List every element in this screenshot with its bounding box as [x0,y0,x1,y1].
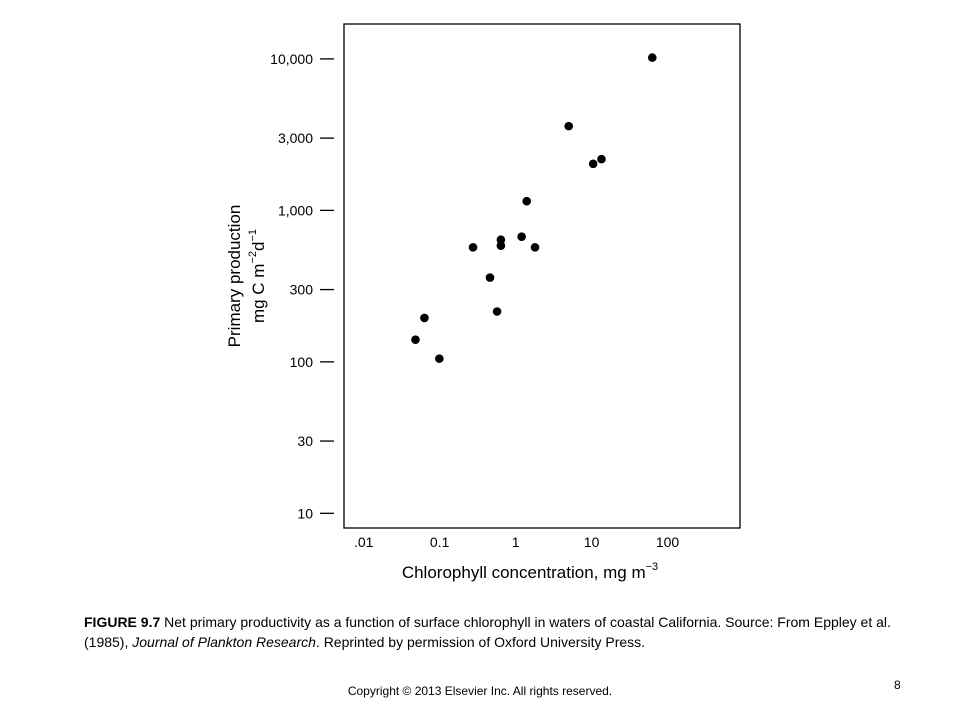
y-tick-label: 1,000 [278,202,313,218]
data-point [468,243,478,252]
x-tick-label: 100 [656,534,680,550]
data-point [420,313,429,323]
data-points [411,53,657,363]
data-point [647,53,657,62]
y-axis-label-line1: Primary production [225,205,244,348]
y-tick-label: 3,000 [278,130,313,146]
caption-journal: Journal of Plankton Research [132,634,316,650]
page-number: 8 [894,678,901,692]
data-point [496,235,506,245]
caption-text: Net primary productivity as a function o… [84,614,891,650]
y-tick-label: 10,000 [270,51,313,67]
data-point [522,196,532,206]
x-axis-label: Chlorophyll concentration, mg m−3 [402,561,658,582]
y-tick-label: 10 [297,505,313,521]
y-axis-label-line2: mg C m−2d−1 [247,229,268,323]
plot-frame [343,23,741,529]
figure-label: FIGURE 9.7 [84,614,161,630]
y-tick-label: 100 [290,354,314,370]
caption-text-end: . Reprinted by permission of Oxford Univ… [315,634,646,650]
data-point [435,354,444,363]
data-point [597,154,606,164]
x-tick-label: 1 [512,534,520,550]
y-axis-ticks: 10 30 100 300 1,000 3,000 10,000 [270,51,334,521]
x-axis-ticks: .01 0.1 1 10 100 [354,534,679,550]
data-point [485,273,495,282]
data-point [492,307,502,316]
data-point [517,232,526,242]
x-tick-label: 10 [584,534,600,550]
data-point [411,335,420,345]
x-tick-label: 0.1 [430,534,450,550]
data-point [530,243,540,252]
figure-caption: FIGURE 9.7 Net primary productivity as a… [84,612,904,652]
x-axis-label-superscript: −3 [646,561,659,573]
y-axis-label: Primary production mg C m−2d−1 [225,205,268,348]
data-point [496,241,506,250]
x-tick-label: .01 [354,534,374,550]
y-tick-label: 30 [297,433,313,449]
data-point [588,159,598,169]
y-tick-label: 300 [290,282,314,298]
data-point [564,121,574,131]
copyright-notice: Copyright © 2013 Elsevier Inc. All right… [347,684,613,698]
